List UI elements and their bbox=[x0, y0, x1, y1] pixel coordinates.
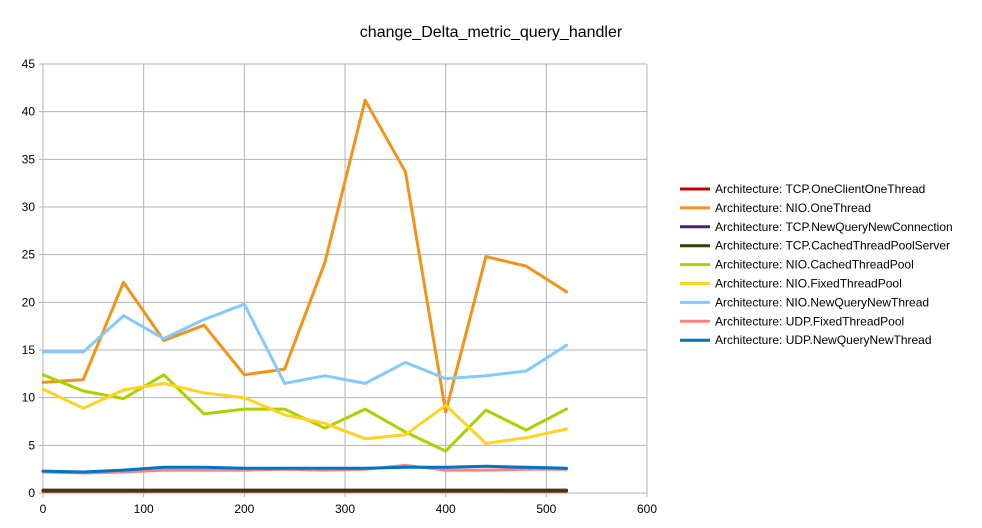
series-line-1 bbox=[41, 98, 568, 414]
series-line-8 bbox=[41, 464, 568, 474]
x-tick-label: 100 bbox=[134, 502, 154, 516]
y-tick-label: 40 bbox=[22, 105, 36, 119]
chart-title: change_Delta_metric_query_handler bbox=[360, 24, 623, 41]
x-tick-label: 200 bbox=[234, 502, 254, 516]
legend: Architecture: TCP.OneClientOneThread Arch… bbox=[680, 182, 953, 347]
legend-label: Architecture: NIO.CachedThreadPool bbox=[715, 258, 914, 272]
legend-item: Architecture: NIO.CachedThreadPool bbox=[680, 258, 914, 272]
x-tick-label: 400 bbox=[436, 502, 456, 516]
series-layer bbox=[41, 98, 568, 493]
legend-label: Architecture: TCP.NewQueryNewConnection bbox=[715, 220, 953, 234]
y-tick-label: 30 bbox=[22, 200, 36, 214]
axes: 0 5 10 15 20 25 30 35 40 45 0 100 200 300 400 500 600 bbox=[22, 57, 658, 516]
legend-label: Architecture: NIO.OneThread bbox=[715, 201, 871, 215]
y-tick-label: 35 bbox=[22, 152, 36, 166]
legend-label: Architecture: TCP.OneClientOneThread bbox=[715, 182, 925, 196]
legend-label: Architecture: UDP.FixedThreadPool bbox=[715, 314, 904, 328]
legend-item: Architecture: TCP.OneClientOneThread bbox=[680, 182, 925, 196]
legend-item: Architecture: TCP.NewQueryNewConnection bbox=[680, 220, 953, 234]
y-tick-label: 10 bbox=[22, 391, 36, 405]
legend-item: Architecture: UDP.FixedThreadPool bbox=[680, 314, 904, 328]
series-line-6 bbox=[41, 302, 568, 385]
y-tick-label: 5 bbox=[28, 438, 35, 452]
y-tick-label: 25 bbox=[22, 248, 36, 262]
grid bbox=[39, 63, 648, 497]
legend-label: Architecture: NIO.NewQueryNewThread bbox=[715, 295, 929, 309]
series-line-5 bbox=[41, 381, 568, 445]
x-tick-label: 600 bbox=[637, 502, 657, 516]
legend-label: Architecture: TCP.CachedThreadPoolServer bbox=[715, 239, 950, 253]
series-line-4 bbox=[41, 373, 568, 453]
legend-item: Architecture: NIO.FixedThreadPool bbox=[680, 277, 902, 291]
legend-item: Architecture: TCP.CachedThreadPoolServer bbox=[680, 239, 950, 253]
x-tick-label: 300 bbox=[335, 502, 355, 516]
x-tick-label: 0 bbox=[40, 502, 47, 516]
legend-item: Architecture: NIO.OneThread bbox=[680, 201, 871, 215]
y-tick-label: 0 bbox=[28, 486, 35, 500]
legend-label: Architecture: NIO.FixedThreadPool bbox=[715, 277, 902, 291]
y-tick-label: 20 bbox=[22, 295, 36, 309]
legend-item: Architecture: UDP.NewQueryNewThread bbox=[680, 333, 932, 347]
legend-label: Architecture: UDP.NewQueryNewThread bbox=[715, 333, 932, 347]
y-tick-label: 45 bbox=[22, 57, 36, 71]
y-tick-label: 15 bbox=[22, 343, 36, 357]
legend-item: Architecture: NIO.NewQueryNewThread bbox=[680, 295, 929, 309]
x-tick-label: 500 bbox=[536, 502, 556, 516]
